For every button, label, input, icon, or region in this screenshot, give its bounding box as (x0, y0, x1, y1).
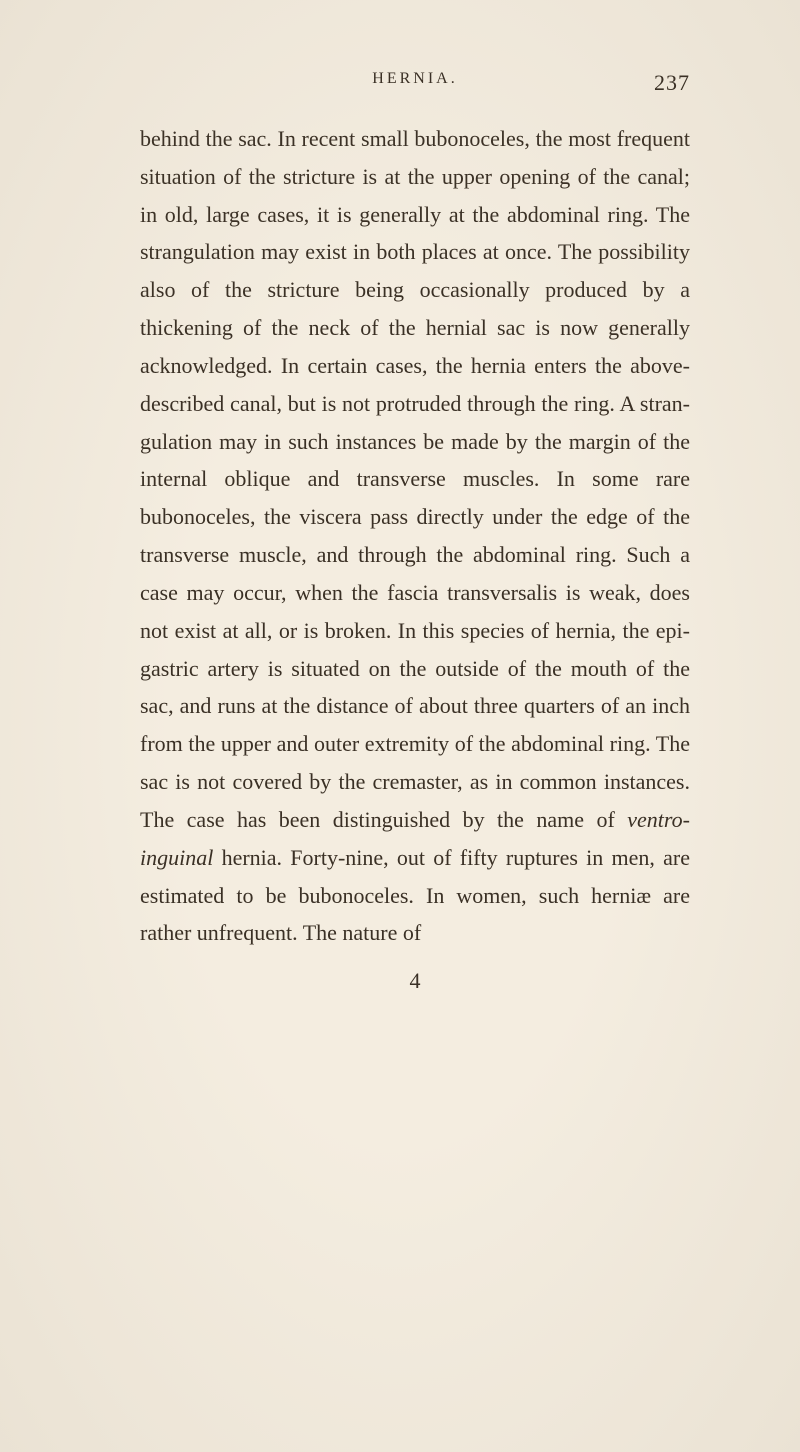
page-header: HERNIA. 237 (140, 70, 690, 88)
running-head: HERNIA. (372, 70, 457, 88)
body-text-part-2: hernia. Forty-nine, out of fifty rupture… (140, 845, 690, 946)
page-container: HERNIA. 237 behind the sac. In recent sm… (0, 0, 800, 1054)
page-number: 237 (654, 70, 690, 96)
signature-mark: 4 (140, 968, 690, 994)
body-paragraph: behind the sac. In recent small bubonoce… (140, 120, 690, 952)
body-text-part-1: behind the sac. In recent small bubonoce… (140, 126, 690, 832)
